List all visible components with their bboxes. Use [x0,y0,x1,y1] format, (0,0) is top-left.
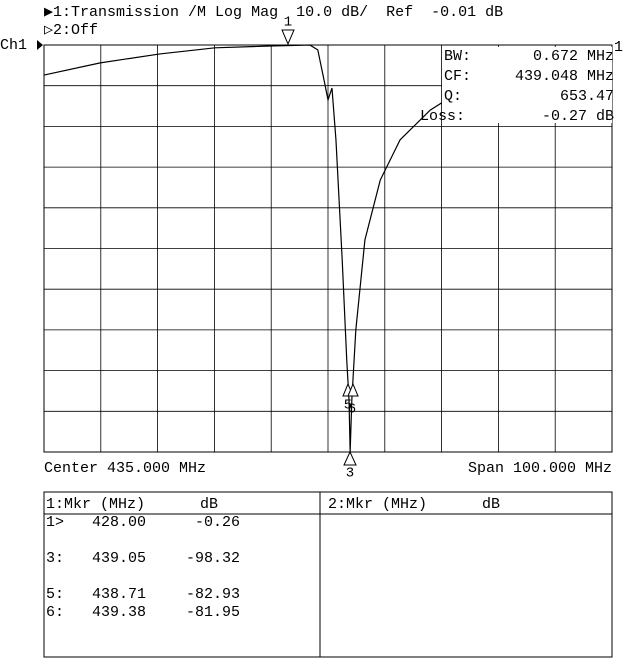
footer-center: Center 435.000 MHz [44,460,206,477]
marker-id: 1> [46,514,64,531]
channel-label: Ch1 [0,37,27,54]
header-line: ▶1:Transmission /M Log Mag 10.0 dB/ Ref … [44,4,503,21]
marker-freq: 438.71 [92,586,146,603]
marker-id: 3: [46,550,64,567]
marker-db: -82.93 [186,586,240,603]
stats-box [442,47,612,123]
stat-label: CF: [444,68,471,85]
marker-symbol [343,450,357,466]
table-header: dB [200,496,218,513]
marker-label: 5 [344,398,352,414]
marker-symbol [347,382,359,397]
marker-freq: 439.38 [92,604,146,621]
stat-value: 653.47 [560,88,614,105]
marker-label: 6 [348,402,356,418]
stat-value: 439.048 MHz [515,68,614,85]
table-frame [43,491,613,658]
table-header: 2:Mkr (MHz) [328,496,427,513]
marker-label: 1 [284,15,292,31]
ref-arrow [37,40,43,50]
footer-span: Span 100.000 MHz [468,460,612,477]
marker-label: 3 [346,466,354,482]
stat-value: -0.27 dB [542,108,614,125]
marker-freq: 428.00 [92,514,146,531]
marker-db: -98.32 [186,550,240,567]
trace [43,44,613,452]
marker-freq: 439.05 [92,550,146,567]
ref-marker: 1 [614,39,623,56]
stat-label: BW: [444,48,471,65]
stat-label: Loss: [420,108,465,125]
table-header: dB [482,496,500,513]
marker-symbol [281,29,295,46]
marker-db: -0.26 [195,514,240,531]
marker-id: 6: [46,604,64,621]
marker-id: 5: [46,586,64,603]
table-header: 1:Mkr (MHz) [46,496,145,513]
marker-db: -81.95 [186,604,240,621]
stat-label: Q: [444,88,462,105]
header-line: ▷2:Off [44,22,98,39]
stat-value: 0.672 MHz [533,48,614,65]
